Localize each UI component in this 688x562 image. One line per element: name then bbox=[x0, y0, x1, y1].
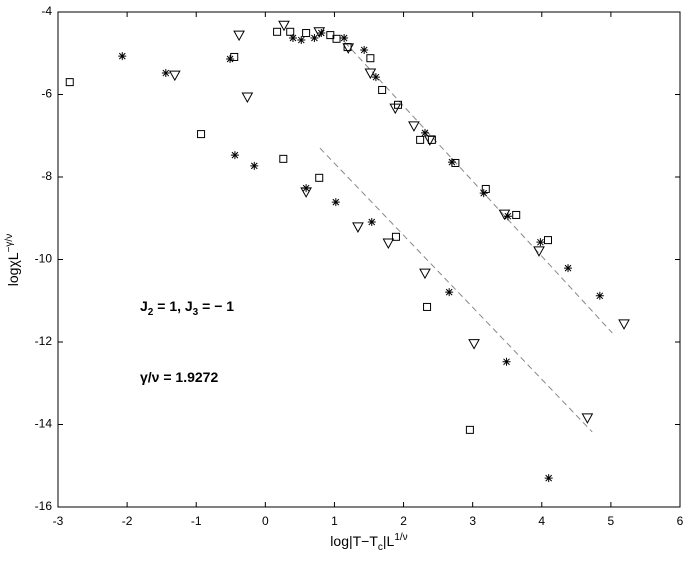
y-axis-label: logχL−γ/ν bbox=[4, 234, 21, 286]
square-marker bbox=[65, 78, 74, 87]
star-marker bbox=[250, 161, 259, 170]
triangle-marker bbox=[342, 43, 355, 54]
triangle-marker bbox=[581, 413, 594, 424]
triangle-marker bbox=[389, 103, 402, 115]
triangle-marker bbox=[352, 222, 364, 233]
star-marker bbox=[536, 238, 545, 247]
star-marker bbox=[331, 198, 340, 207]
triangle-marker bbox=[533, 246, 545, 257]
square-marker bbox=[279, 154, 288, 163]
square-marker bbox=[197, 130, 206, 139]
star-marker bbox=[544, 474, 553, 483]
triangle-marker bbox=[300, 187, 312, 198]
y-tick-label: -12 bbox=[35, 334, 53, 348]
square-marker bbox=[302, 29, 311, 38]
x-tick-label: -2 bbox=[122, 514, 133, 528]
star-marker bbox=[340, 33, 349, 42]
star-marker bbox=[502, 357, 511, 366]
j-sub: 2 bbox=[148, 307, 154, 318]
star-marker bbox=[310, 33, 319, 42]
triangle-marker bbox=[313, 27, 326, 38]
fit-line bbox=[344, 41, 613, 334]
square-marker bbox=[332, 34, 341, 43]
star-marker bbox=[288, 33, 297, 42]
triangle-marker bbox=[364, 68, 377, 80]
annotation-j: J2 = 1, J3 = − 1 bbox=[140, 298, 234, 318]
j-text: J bbox=[140, 298, 148, 314]
x-tick-label: -1 bbox=[191, 514, 202, 528]
square-marker bbox=[465, 425, 474, 434]
star-marker bbox=[161, 69, 170, 78]
star-marker bbox=[226, 55, 235, 64]
y-tick-label: -16 bbox=[35, 499, 53, 513]
triangle-marker bbox=[408, 121, 420, 132]
x-axis-label: log|T−Tc|L1/ν bbox=[330, 532, 407, 553]
x-tick-label: 2 bbox=[400, 514, 407, 528]
square-marker bbox=[512, 210, 521, 219]
square-marker bbox=[391, 232, 400, 241]
x-label-after: |L bbox=[383, 533, 395, 549]
triangle-marker bbox=[618, 319, 630, 330]
triangle-marker bbox=[468, 339, 480, 350]
j-sub: 3 bbox=[193, 307, 199, 318]
star-marker bbox=[297, 36, 306, 45]
x-tick-label: -3 bbox=[53, 514, 64, 528]
star-marker bbox=[447, 158, 456, 167]
star-marker bbox=[445, 288, 454, 297]
x-tick-label: 4 bbox=[538, 514, 545, 528]
star-marker bbox=[371, 73, 380, 82]
square-marker bbox=[481, 184, 490, 193]
square-marker bbox=[378, 85, 387, 94]
star-marker bbox=[230, 151, 239, 160]
square-marker bbox=[543, 236, 552, 245]
x-tick-label: 3 bbox=[469, 514, 476, 528]
square-marker bbox=[230, 52, 239, 61]
y-tick-label: -14 bbox=[35, 417, 53, 431]
square-marker bbox=[366, 54, 375, 63]
star-marker bbox=[420, 128, 429, 137]
triangle-marker bbox=[382, 238, 395, 250]
x-label-sup: 1/ν bbox=[394, 532, 407, 543]
square-marker bbox=[416, 135, 425, 144]
y-tick-label: -8 bbox=[41, 169, 52, 183]
y-label-text: logχL bbox=[5, 252, 21, 286]
star-marker bbox=[503, 212, 512, 221]
triangle-marker bbox=[233, 30, 245, 42]
star-marker bbox=[118, 52, 127, 61]
j-text: = 1, J bbox=[153, 298, 192, 314]
annotation-gamma: γ/ν = 1.9272 bbox=[140, 369, 218, 385]
x-label-text: log|T−T bbox=[330, 533, 378, 549]
triangle-marker bbox=[241, 92, 254, 104]
y-tick-label: -4 bbox=[41, 4, 52, 18]
fit-line bbox=[319, 147, 593, 433]
square-marker bbox=[315, 173, 324, 182]
square-marker bbox=[423, 302, 432, 311]
star-marker bbox=[595, 291, 604, 300]
triangle-marker bbox=[278, 20, 290, 32]
star-marker bbox=[479, 189, 488, 198]
y-tick-label: -10 bbox=[35, 252, 53, 266]
triangle-marker bbox=[419, 268, 431, 280]
star-marker bbox=[367, 217, 376, 226]
triangle-marker bbox=[168, 70, 181, 82]
j-text: = − 1 bbox=[198, 298, 234, 314]
triangle-marker bbox=[423, 135, 436, 146]
x-tick-label: 6 bbox=[677, 514, 684, 528]
star-marker bbox=[564, 264, 573, 273]
x-tick-label: 5 bbox=[608, 514, 615, 528]
square-marker bbox=[273, 27, 282, 36]
star-marker bbox=[360, 45, 369, 54]
x-label-sub: c bbox=[378, 542, 383, 553]
x-tick-label: 0 bbox=[262, 514, 269, 528]
y-tick-label: -6 bbox=[41, 87, 52, 101]
triangle-marker bbox=[498, 209, 511, 221]
y-label-sup: −γ/ν bbox=[4, 234, 15, 253]
x-tick-label: 1 bbox=[331, 514, 338, 528]
